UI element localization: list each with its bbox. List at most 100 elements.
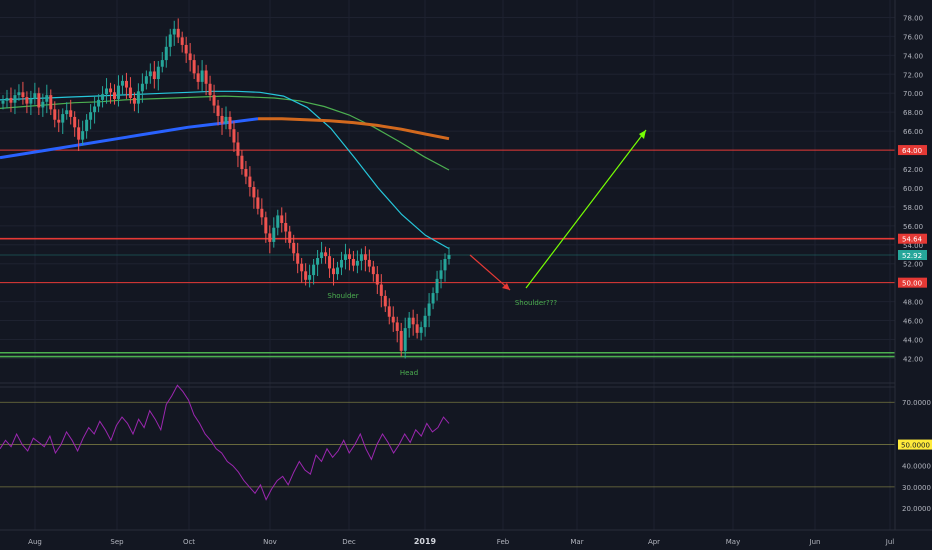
candle-body [260, 208, 264, 218]
price-tick-label: 44.00 [903, 336, 923, 344]
candle-body [200, 70, 204, 82]
rsi-badge-label: 50.0000 [901, 442, 930, 450]
price-badge-label: 64.00 [902, 147, 922, 155]
candle-body [220, 115, 224, 124]
candle-body [29, 98, 33, 104]
candle-body [403, 328, 407, 351]
time-tick-label: Sep [110, 538, 124, 546]
candle-body [25, 97, 29, 104]
price-tick-label: 62.00 [903, 166, 923, 174]
candle-body [379, 284, 383, 296]
time-tick-label: Jun [809, 538, 821, 546]
candle-body [427, 303, 431, 316]
candle-body [264, 217, 268, 234]
price-tick-label: 74.00 [903, 52, 923, 60]
candle-body [5, 97, 9, 101]
candle-body [355, 260, 359, 266]
candle-body [49, 95, 53, 110]
up-arrow-line [525, 129, 647, 289]
candle-body [300, 263, 304, 272]
price-tick-label: 78.00 [903, 14, 923, 22]
candle-body [53, 109, 57, 120]
candle-body [93, 106, 97, 113]
rsi-tick-label: 30.0000 [902, 484, 931, 492]
candle-body [172, 28, 176, 35]
candle-body [124, 80, 128, 88]
candle-body [77, 127, 81, 140]
candle-body [57, 119, 61, 123]
candle-body [363, 254, 367, 260]
grid-lines [0, 0, 895, 530]
pattern-labels: Shoulder Head Shoulder??? [327, 292, 557, 377]
candle-body [144, 76, 148, 84]
candle-body [164, 46, 168, 61]
candle-body [208, 83, 212, 96]
candle-body [61, 114, 65, 123]
candle-body [347, 254, 351, 259]
price-badge-label: 52.92 [902, 252, 922, 260]
candle-body [69, 110, 73, 117]
candle-body [180, 37, 184, 45]
down-arrow-head [502, 283, 510, 290]
candle-body [443, 258, 447, 271]
time-tick-label: Dec [342, 538, 356, 546]
candle-body [228, 116, 232, 130]
candle-body [136, 91, 140, 104]
up-arrow-head [639, 130, 646, 139]
candle-body [109, 88, 113, 93]
candle-body [312, 264, 316, 276]
rsi-axis: 70.0000 40.0000 30.0000 20.0000 50.0000 [898, 399, 932, 513]
candle-body [17, 92, 21, 96]
candle-body [105, 88, 109, 95]
candle-body [97, 99, 101, 107]
candle-body [1, 100, 5, 104]
projection-arrows [469, 129, 647, 291]
price-badge [898, 250, 927, 261]
candle-body [351, 258, 355, 266]
candle-body [132, 97, 136, 104]
candle-body [367, 259, 371, 267]
price-tick-label: 72.00 [903, 71, 923, 79]
rsi-tick-label: 70.0000 [902, 399, 931, 407]
candle-body [371, 266, 375, 275]
price-tick-label: 66.00 [903, 128, 923, 136]
candle-body [140, 83, 144, 92]
price-tick-label: 48.00 [903, 299, 923, 307]
candle-body [89, 112, 93, 120]
moving-averages [0, 90, 450, 250]
time-tick-label: 2019 [414, 537, 437, 546]
price-badge [898, 233, 927, 244]
rsi-line [0, 384, 450, 501]
candle-body [268, 233, 272, 242]
candle-body [168, 34, 172, 47]
rsi-badge [898, 439, 932, 450]
price-tick-label: 70.00 [903, 90, 923, 98]
shoulder-left-label: Shoulder [327, 292, 358, 300]
candle-body [113, 92, 116, 99]
price-badge-label: 54.64 [902, 236, 923, 244]
candle-body [204, 70, 208, 84]
candle-body [156, 66, 160, 80]
candle-body [284, 222, 288, 232]
candle-body [188, 53, 192, 61]
price-badge [898, 277, 927, 288]
candle-body [304, 271, 308, 280]
price-tick-label: 76.00 [903, 33, 923, 41]
candle-body [395, 322, 399, 331]
candle-body [316, 258, 320, 265]
time-tick-label: Apr [648, 538, 660, 546]
candle-body [13, 95, 17, 103]
price-tick-label: 42.00 [903, 355, 923, 363]
candle-body [128, 87, 132, 98]
candle-body [276, 215, 280, 228]
candle-body [192, 60, 196, 74]
candle-body [435, 278, 439, 294]
candle-body [85, 119, 89, 132]
candle-body [256, 197, 260, 209]
rsi-pane [0, 382, 895, 501]
time-tick-label: Nov [263, 538, 277, 546]
candle-body [296, 253, 300, 264]
candle-body [224, 116, 228, 124]
price-tick-label: 56.00 [903, 223, 923, 231]
